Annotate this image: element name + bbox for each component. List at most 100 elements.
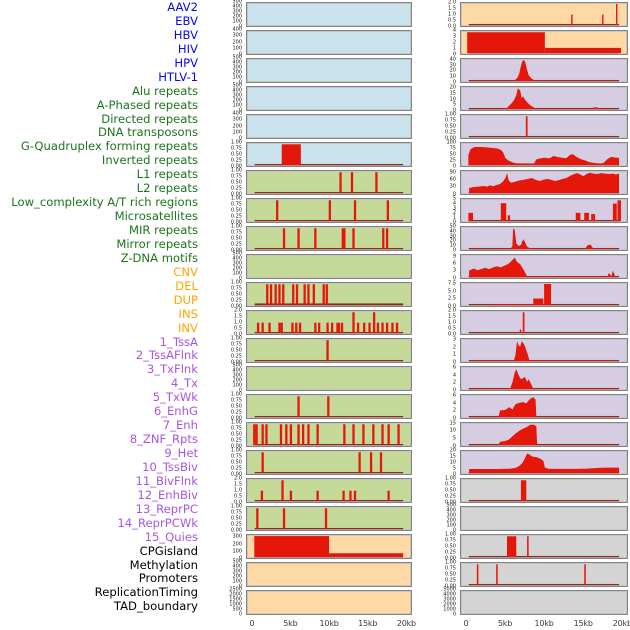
y-tick-label: 30 <box>449 233 456 240</box>
x-axis: 0 5kb 10kb 15kb 20kb <box>204 617 416 630</box>
y-axis-ticks-microsatellites: 0.00 0.25 0.50 0.75 1.00 <box>204 420 246 449</box>
y-tick-label: 100 <box>232 74 242 81</box>
track-row-mir-repeats: 0.00 0.25 0.50 0.75 1.00 <box>204 447 414 477</box>
track-row-low-complexity-a-t-rich-regions: 0.00 0.25 0.50 0.75 1.00 <box>204 392 414 421</box>
track-label-2-tssaflnk: 2_TssAFlnk <box>135 348 198 363</box>
y-tick-label: 1000 <box>229 601 242 608</box>
y-tick-label: 10 <box>449 242 456 249</box>
y-axis-ticks-4-tx: 0 25 50 75 100 <box>414 140 460 169</box>
track-plot-7-enh <box>468 228 620 250</box>
y-tick-label: 0.75 <box>230 201 242 208</box>
track-label-del: DEL <box>175 278 198 293</box>
track-plot-13-reprpc <box>468 397 620 418</box>
track-panel-ebv <box>246 30 412 55</box>
y-tick-label: 100 <box>232 548 242 555</box>
track-row-a-phased-repeats: 0.00 0.25 0.50 0.75 1.00 <box>204 196 414 225</box>
track-plot-10-tssbiv <box>468 312 620 334</box>
y-tick-label: 0.50 <box>230 235 242 242</box>
y-tick-label: 0.00 <box>444 135 456 142</box>
track-plot-methylation <box>461 507 627 530</box>
track-label-cnv: CNV <box>173 264 198 279</box>
y-axis-ticks-hbv: 0 100 200 300 400 500 <box>204 55 246 85</box>
track-panel-hiv <box>246 86 412 111</box>
track-plot-hiv <box>247 87 411 110</box>
y-tick-label: 200 <box>232 13 242 20</box>
track-plot-1-tssa <box>468 60 620 82</box>
y-tick-label: 0 <box>238 107 242 114</box>
track-panel-12-enhbiv <box>460 366 628 391</box>
track-label-cpgisland: CPGisland <box>139 543 198 558</box>
y-tick-label: 1.00 <box>230 447 242 454</box>
y-tick-label: 5.0 <box>448 288 456 295</box>
y-tick-label: 0.25 <box>230 157 242 164</box>
track-panel-low-complexity-a-t-rich-regions <box>246 394 412 419</box>
y-tick-label: 4 <box>452 27 456 34</box>
track-label-a-phased-repeats: A-Phased repeats <box>96 97 198 112</box>
y-tick-label: 5 <box>452 195 456 202</box>
y-axis-ticks-dup: 0 500 1000 1500 2000 2500 <box>204 587 246 618</box>
track-panel-mir-repeats <box>246 450 412 475</box>
y-axis-ticks-14-reprpcwk: 0 5 10 15 <box>414 421 460 449</box>
track-row-4-tx: 0 25 50 75 100 <box>414 140 630 169</box>
y-tick-label: 0 <box>238 611 242 618</box>
track-plot-8-znf-rpts <box>468 257 620 278</box>
track-panel-l1-repeats <box>246 338 412 363</box>
track-label-ebv: EBV <box>175 13 198 28</box>
track-label-7-enh: 7_Enh <box>162 418 198 433</box>
x-axis-label: 10kb <box>319 619 339 628</box>
track-plot-l2-repeats <box>247 367 411 390</box>
track-label-mirror-repeats: Mirror repeats <box>116 236 198 251</box>
y-tick-label: 100 <box>232 270 242 277</box>
y-axis-ticks-z-dna-motifs: 0.00 0.25 0.50 0.75 1.00 <box>204 504 246 533</box>
track-plot-htlv-1 <box>254 144 404 166</box>
track-row-hpv: 0 100 200 300 400 <box>204 111 414 141</box>
track-panel-hbv <box>246 58 412 83</box>
track-row-dup: 0 500 1000 1500 2000 2500 <box>204 587 414 618</box>
y-tick-label: 0.50 <box>230 459 242 466</box>
y-tick-label: 1.0 <box>234 487 242 494</box>
y-axis-ticks-aav2: 0 100 200 300 400 500 <box>204 0 246 30</box>
y-tick-label: 200 <box>232 573 242 580</box>
track-label-11-bivflnk: 11_BivFlnk <box>135 473 198 488</box>
track-plot-inv <box>467 32 621 54</box>
track-row-1-tssa: 0 10 20 30 40 <box>414 57 630 85</box>
y-tick-label: 1.00 <box>444 475 456 482</box>
y-tick-label: 0.75 <box>230 173 242 180</box>
y-tick-label: 0 <box>238 23 242 30</box>
track-row-14-reprpcwk: 0 5 10 15 <box>414 421 630 449</box>
y-tick-label: 0 <box>452 51 456 58</box>
y-tick-label: 0.75 <box>444 117 456 124</box>
y-tick-label: 4000 <box>443 591 456 598</box>
y-tick-label: 0.75 <box>230 229 242 236</box>
track-panel-alu-repeats <box>246 170 412 195</box>
track-label-replicationtiming: ReplicationTiming <box>94 585 198 600</box>
y-axis-ticks-replicationtiming: 0.00 0.25 0.50 0.75 1.00 <box>414 560 460 589</box>
track-panel-dna-transposons <box>246 254 412 279</box>
track-panel-promoters <box>460 534 628 559</box>
y-tick-label: 0.25 <box>230 297 242 304</box>
track-panel-l2-repeats <box>246 366 412 391</box>
y-tick-label: 0.25 <box>230 241 242 248</box>
y-tick-label: 15 <box>449 453 456 460</box>
y-tick-label: 0.50 <box>444 543 456 550</box>
y-tick-label: 200 <box>232 39 242 45</box>
track-plot-directed-repeats <box>254 228 404 250</box>
y-tick-label: 0.0 <box>448 331 456 338</box>
track-row-hbv: 0 100 200 300 400 500 <box>204 55 414 85</box>
y-tick-label: 15 <box>449 420 456 427</box>
y-tick-label: 0 <box>452 219 456 226</box>
y-tick-label: 0.5 <box>234 493 242 500</box>
track-label-microsatellites: Microsatellites <box>114 209 198 224</box>
y-tick-label: 400 <box>232 87 242 94</box>
y-tick-label: 5 <box>452 435 456 442</box>
track-row-9-het: 0.0 2.5 5.0 7.5 <box>414 281 630 309</box>
track-row-g-quadruplex-forming-repeats: 0.00 0.25 0.50 0.75 1.00 <box>204 280 414 309</box>
y-tick-label: 500 <box>232 82 242 89</box>
y-tick-label: 5 <box>452 465 456 472</box>
y-tick-label: 200 <box>232 265 242 272</box>
track-label-4-tx: 4_Tx <box>170 376 198 391</box>
y-tick-label: 75 <box>449 145 456 152</box>
y-tick-label: 0.50 <box>230 207 242 214</box>
y-tick-label: 2 <box>452 344 456 351</box>
